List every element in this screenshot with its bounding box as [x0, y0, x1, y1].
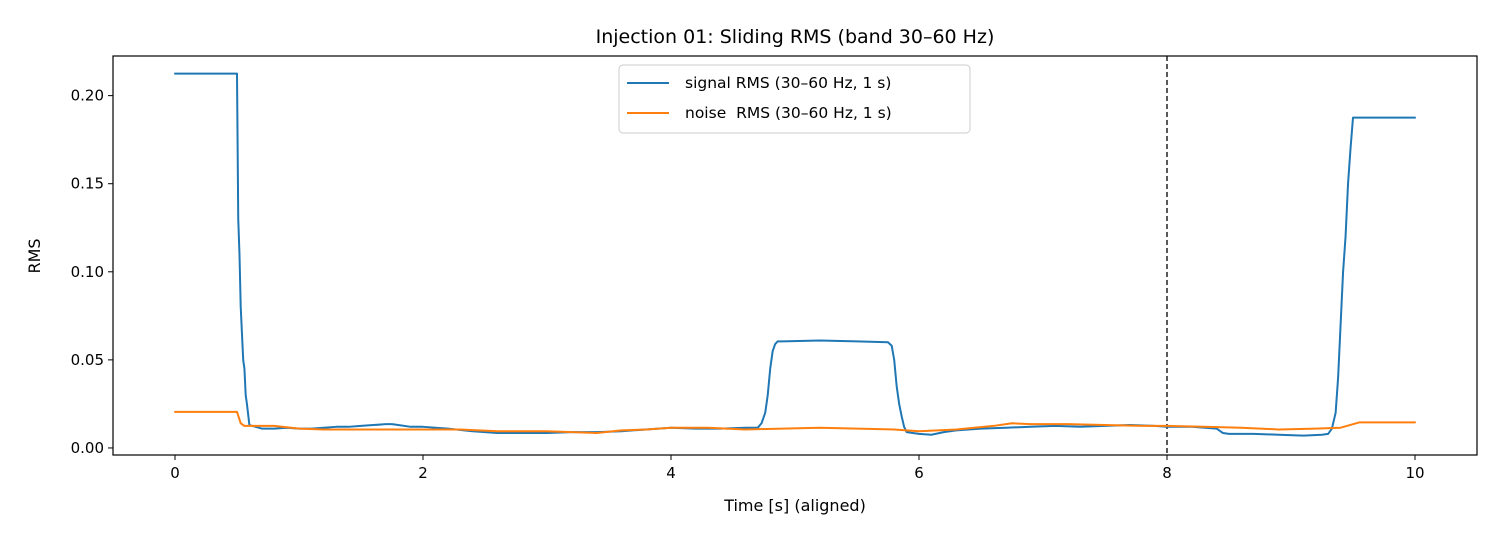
legend-noise-label: noise RMS (30–60 Hz, 1 s) [685, 104, 892, 122]
y-tick-label: 0.10 [71, 263, 104, 281]
y-tick-label: 0.05 [71, 351, 104, 369]
x-axis-ticks: 0 2 4 6 8 10 [170, 455, 1425, 482]
legend-signal-label: signal RMS (30–60 Hz, 1 s) [685, 74, 891, 92]
noise-rms-line [174, 410, 1416, 434]
chart-title: Injection 01: Sliding RMS (band 30–60 Hz… [596, 26, 995, 48]
plot-area [174, 56, 1416, 455]
legend: signal RMS (30–60 Hz, 1 s) noise RMS (30–… [618, 64, 971, 134]
x-tick-label: 4 [666, 464, 676, 482]
legend-box [618, 64, 971, 134]
y-axis-ticks: 0.00 0.05 0.10 0.15 0.20 [71, 87, 113, 457]
x-tick-label: 0 [170, 464, 180, 482]
x-tick-label: 2 [418, 464, 428, 482]
x-axis-label: Time [s] (aligned) [723, 496, 866, 515]
y-tick-label: 0.00 [71, 439, 104, 457]
x-tick-label: 10 [1405, 464, 1424, 482]
y-axis-label: RMS [25, 238, 44, 273]
x-tick-label: 6 [914, 464, 924, 482]
y-tick-label: 0.20 [71, 87, 104, 105]
axes-frame [112, 55, 1478, 456]
y-tick-label: 0.15 [71, 175, 104, 193]
x-tick-label: 8 [1162, 464, 1172, 482]
